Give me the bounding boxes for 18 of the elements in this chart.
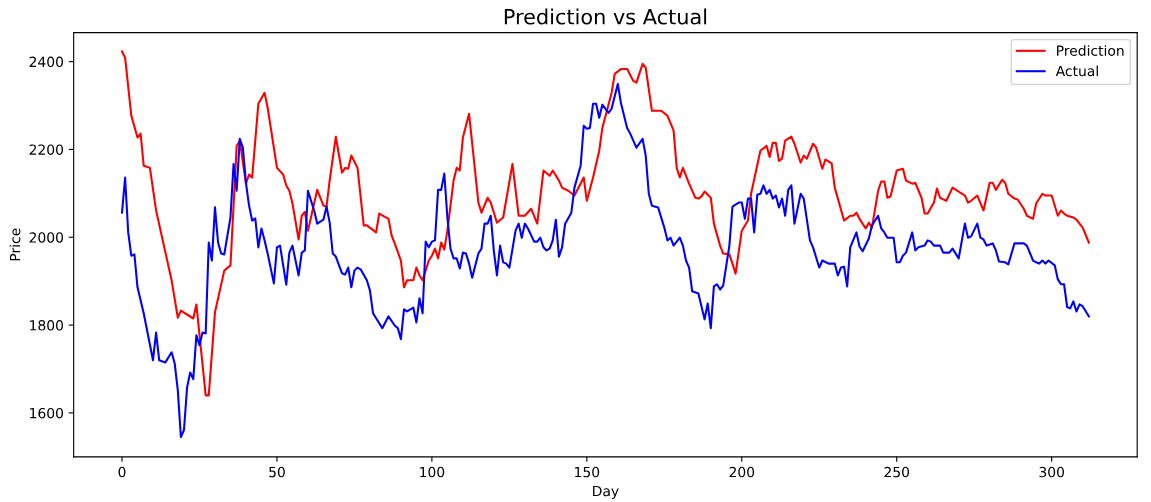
x-tick-label: 50 bbox=[269, 466, 285, 478]
y-tick-label: 2400 bbox=[29, 56, 64, 68]
legend-label: Actual bbox=[1055, 65, 1098, 77]
y-tick-label: 2000 bbox=[29, 232, 64, 243]
legend-label: Prediction bbox=[1057, 45, 1124, 56]
x-tick-label: 250 bbox=[884, 466, 910, 478]
x-tick-label: 300 bbox=[1039, 466, 1064, 478]
x-axis-title: Day bbox=[593, 485, 619, 499]
y-tick-label: 2200 bbox=[29, 144, 64, 155]
x-tick-label: 150 bbox=[575, 466, 600, 478]
y-axis-title: Price bbox=[9, 228, 21, 261]
x-tick-label: 200 bbox=[729, 466, 755, 478]
x-tick-label: 100 bbox=[420, 466, 445, 478]
x-tick-label: 0 bbox=[118, 466, 126, 478]
chart-title: Prediction vs Actual bbox=[504, 8, 707, 25]
y-tick-label: 1600 bbox=[30, 407, 64, 419]
line-series bbox=[120, 82, 1090, 439]
y-tick-label: 1800 bbox=[30, 320, 64, 331]
